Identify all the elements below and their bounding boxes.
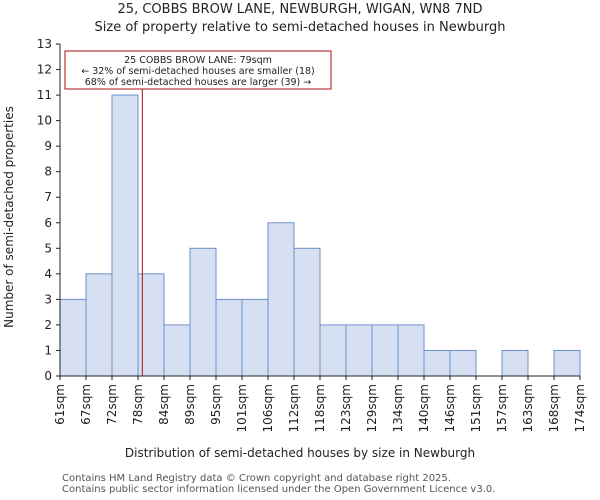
x-tick-label: 112sqm xyxy=(287,384,301,432)
histogram-bar xyxy=(501,349,529,377)
footer-licence: Contains public sector information licen… xyxy=(62,484,496,495)
histogram-bar xyxy=(59,298,87,377)
y-tick-label: 0 xyxy=(44,369,52,383)
y-tick-label: 8 xyxy=(44,165,52,179)
histogram-bar xyxy=(241,298,269,377)
x-tick-label: 72sqm xyxy=(105,384,119,425)
histogram-bar xyxy=(371,324,399,377)
y-tick-label: 9 xyxy=(44,139,52,153)
histogram-bar xyxy=(423,349,451,377)
y-tick-label: 13 xyxy=(37,37,52,51)
x-tick-label: 84sqm xyxy=(157,384,171,425)
x-tick-label: 95sqm xyxy=(209,384,223,425)
y-tick-label: 5 xyxy=(44,241,52,255)
annotation-larger-text: 68% of semi-detached houses are larger (… xyxy=(85,77,312,88)
histogram-bar xyxy=(345,324,373,377)
x-tick-label: 146sqm xyxy=(443,384,457,432)
annotation-box xyxy=(64,50,332,90)
annotation-layer: 25 COBBS BROW LANE: 79sqm← 32% of semi-d… xyxy=(64,50,332,90)
x-tick-label: 140sqm xyxy=(417,384,431,432)
y-tick-label: 6 xyxy=(44,216,52,230)
y-axis-label: Number of semi-detached properties xyxy=(2,106,16,328)
annotation-smaller-text: ← 32% of semi-detached houses are smalle… xyxy=(81,66,315,77)
y-tick-label: 2 xyxy=(44,318,52,332)
y-tick-label: 10 xyxy=(37,114,52,128)
histogram-bar xyxy=(293,247,321,377)
histogram-bar xyxy=(85,273,113,377)
y-tick-label: 4 xyxy=(44,267,52,281)
chart-title: 25, COBBS BROW LANE, NEWBURGH, WIGAN, WN… xyxy=(117,2,483,17)
y-tick-label: 3 xyxy=(44,292,52,306)
x-tick-label: 106sqm xyxy=(261,384,275,432)
histogram-bar xyxy=(397,324,425,377)
histogram-bar xyxy=(163,324,191,377)
histogram-bar xyxy=(553,349,581,377)
x-tick-label: 151sqm xyxy=(469,384,483,432)
x-tick-label: 101sqm xyxy=(235,384,249,432)
histogram-bar xyxy=(189,247,217,377)
x-tick-label: 174sqm xyxy=(573,384,587,432)
x-tick-label: 123sqm xyxy=(339,384,353,432)
x-tick-label: 67sqm xyxy=(79,384,93,425)
chart-subtitle: Size of property relative to semi-detach… xyxy=(94,20,506,35)
x-tick-label: 118sqm xyxy=(313,384,327,432)
bars-layer xyxy=(59,94,581,377)
histogram-bar xyxy=(215,298,243,377)
x-tick-label: 89sqm xyxy=(183,384,197,425)
x-tick-label: 134sqm xyxy=(391,384,405,432)
x-axis-label: Distribution of semi-detached houses by … xyxy=(125,446,475,460)
histogram-bar xyxy=(111,94,139,377)
y-tick-label: 12 xyxy=(37,63,52,77)
histogram-bar xyxy=(319,324,347,377)
x-tick-label: 78sqm xyxy=(131,384,145,425)
x-tick-label: 157sqm xyxy=(495,384,509,432)
annotation-property-label: 25 COBBS BROW LANE: 79sqm xyxy=(124,55,272,66)
x-tick-label: 129sqm xyxy=(365,384,379,432)
histogram-bar xyxy=(449,349,477,377)
y-tick-label: 11 xyxy=(37,88,52,102)
y-tick-label: 1 xyxy=(44,343,52,357)
y-tick-label: 7 xyxy=(44,190,52,204)
histogram-bar xyxy=(267,222,295,377)
x-tick-label: 61sqm xyxy=(53,384,67,425)
x-tick-label: 163sqm xyxy=(521,384,535,432)
footer-copyright: Contains HM Land Registry data © Crown c… xyxy=(62,473,451,484)
x-tick-label: 168sqm xyxy=(547,384,561,432)
